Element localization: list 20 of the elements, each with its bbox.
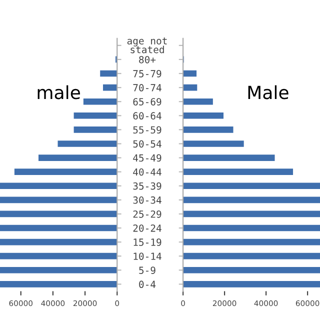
y-tick-label: 55-59	[133, 126, 162, 134]
y-tick-label: 0-4	[139, 280, 156, 288]
y-tick-label: 75-79	[133, 70, 162, 78]
y-tick-label: 15-19	[134, 238, 162, 246]
y-tick-label: 50-54	[133, 140, 162, 148]
y-tick-label: 60-64	[133, 112, 162, 120]
y-tick-label: 70-74	[133, 84, 162, 92]
y-tick-label: 35-39	[133, 182, 162, 190]
y-tick-label: 40-44	[133, 168, 162, 176]
y-tick-label: age not stated	[127, 38, 167, 54]
text: Male	[248, 85, 288, 100]
y-tick-label: 10-14	[134, 252, 162, 260]
y-tick-label: 5-9	[139, 266, 156, 274]
y-tick-label: 45-49	[133, 154, 162, 162]
text: male	[38, 85, 80, 100]
y-tick-label: 65-69	[133, 98, 162, 106]
y-tick-label: 80+	[139, 56, 156, 64]
y-tick-label: 25-29	[133, 210, 162, 218]
y-tick-label: 30-34	[133, 196, 162, 204]
y-tick-label: 20-24	[133, 224, 162, 232]
